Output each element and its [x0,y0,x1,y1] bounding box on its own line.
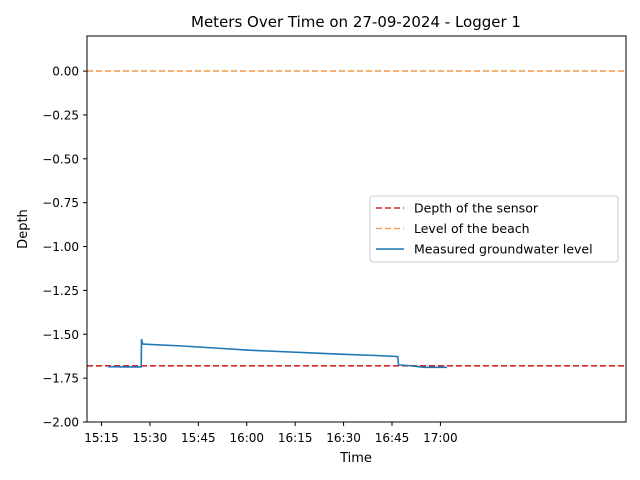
y-tick-label-6: −1.50 [42,328,79,342]
series-2-line [107,338,447,369]
y-tick-label-1: −0.25 [42,108,79,122]
legend: Depth of the sensor Level of the beach Mea… [369,195,619,263]
y-tick-label-8: −2.00 [42,416,79,430]
x-tick-label-1: 15:30 [133,431,168,445]
x-tick-label-4: 16:15 [278,431,313,445]
y-tick-label-0: 0.00 [52,65,79,79]
legend-label-0: Depth of the sensor [414,201,539,216]
x-tick-label-6: 16:45 [375,431,410,445]
plot-frame [86,35,627,423]
x-axis-label: Time [339,451,372,466]
chart-title: Meters Over Time on 27-09-2024 - Logger … [191,13,521,31]
y-tick-label-7: −1.75 [42,372,79,386]
x-tick-label-0: 15:15 [84,431,119,445]
legend-label-2: Measured groundwater level [414,242,593,257]
y-tick-label-3: −0.75 [42,196,79,210]
x-tick-label-3: 16:00 [229,431,264,445]
y-tick-label-2: −0.50 [42,152,79,166]
x-tick-label-7: 17:00 [423,431,458,445]
y-axis-label: Depth [16,209,31,249]
legend-label-1: Level of the beach [414,221,530,236]
x-tick-label-2: 15:45 [181,431,216,445]
y-tick-label-4: −1.00 [42,240,79,254]
plot-area [87,70,626,369]
y-axis: 0.00 −0.25 −0.50 −0.75 −1.00 −1.25 −1.50 −1.75 −… [42,65,87,430]
x-axis: 15:15 15:30 15:45 16:00 16:15 16:30 16:45 17:00 [84,422,458,445]
x-tick-label-5: 16:30 [326,431,361,445]
legend-frame [369,195,619,263]
y-tick-label-5: −1.25 [42,284,79,298]
